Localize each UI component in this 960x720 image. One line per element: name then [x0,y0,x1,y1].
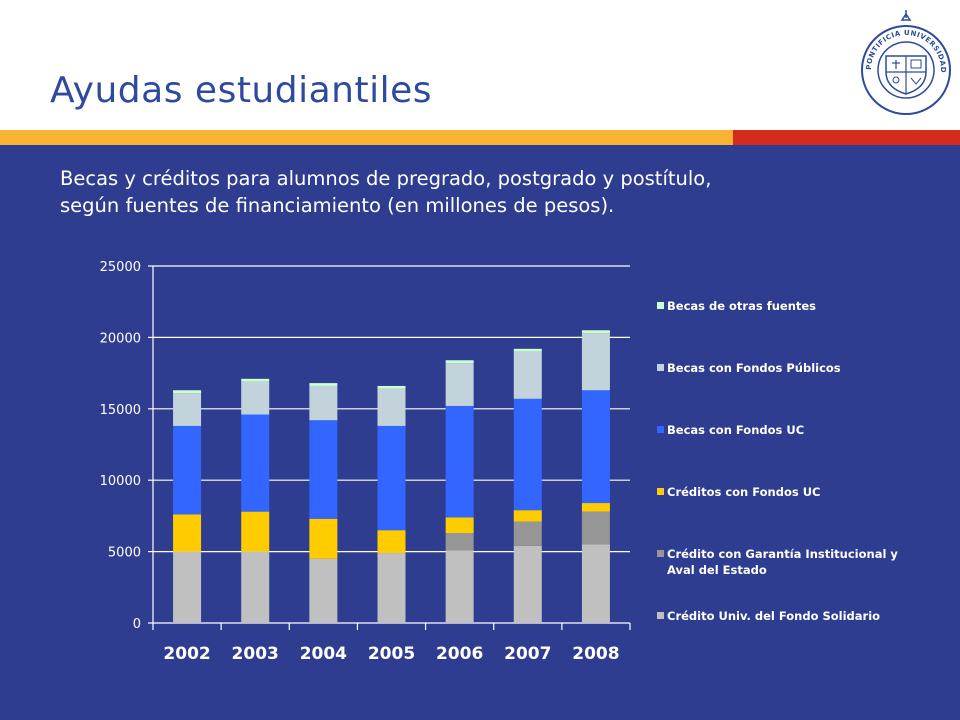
bar-segment [445,363,474,406]
subtitle-line: según fuentes de financiamiento (en mill… [60,194,615,217]
bar-segment [445,533,474,551]
legend-label: Becas con Fondos Públicos [667,361,841,375]
legend-swatch [657,612,664,619]
y-tick-label: 0 [133,617,141,632]
chart-bars [173,330,610,623]
bar-segment [377,530,406,554]
bar-segment [241,414,270,512]
y-tick-label: 20000 [100,331,141,346]
legend-label: Becas de otras fuentes [667,299,816,313]
bar-segment [377,385,406,389]
page-title: Ayudas estudiantiles [50,70,433,111]
bar-segment [377,388,406,426]
y-tick-label: 10000 [100,474,141,489]
bar-segment [581,503,610,512]
bar-segment [173,425,202,515]
bar-segment [309,420,338,519]
x-tick-label: 2008 [572,644,619,664]
legend-swatch [657,550,664,557]
content-area: Becas y créditos para alumnos de pregrad… [0,145,960,720]
legend-label: Créditos con Fondos UC [667,485,820,499]
header-bar: Ayudas estudiantiles PONTIFICIA UNIVERSI… [0,0,960,130]
bar-segment [309,383,338,386]
bar-segment [513,351,542,399]
bar-segment [445,517,474,534]
y-tick-label: 25000 [100,260,141,275]
legend-label: Becas con Fondos UC [667,423,804,437]
x-tick-label: 2002 [163,644,210,664]
bar-segment [173,514,202,552]
legend-swatch [657,488,664,495]
bar-segment [173,390,202,394]
subtitle: Becas y créditos para alumnos de pregrad… [60,165,930,219]
bar-segment [309,385,338,421]
bar-segment [445,360,474,364]
legend-label: Crédito Univ. del Fondo Solidario [667,609,880,623]
bar-segment [581,333,610,391]
bar-segment [241,378,270,382]
legend-label: Crédito con Garantía Institucional y Aval… [667,547,898,577]
bar-segment [377,425,406,531]
bar-segment [581,390,610,504]
accent-stripe-red [733,130,960,145]
bar-segment [241,551,270,623]
bar-segment [173,393,202,426]
bar-segment [513,398,542,511]
legend-swatch [657,302,664,309]
university-seal-icon: PONTIFICIA UNIVERSIDAD CATÓLICA DE CHILE [858,8,951,115]
x-tick-label: 2006 [436,644,483,664]
x-tick-label: 2003 [232,644,279,664]
bar-segment [581,330,610,334]
x-tick-label: 2005 [368,644,415,664]
bar-segment [513,521,542,546]
bar-segment [513,510,542,522]
bar-segment [309,558,338,623]
legend-swatch [657,426,664,433]
bar-segment [445,550,474,623]
x-tick-label: 2007 [504,644,551,664]
bar-segment [513,348,542,352]
y-tick-label: 5000 [108,546,141,561]
bar-segment [309,518,338,559]
bar-segment [241,511,270,552]
stacked-bar-chart: 0 5000 10000 15000 20000 25000 2002 2003 2004 200… [100,260,899,664]
subtitle-line: Becas y créditos para alumnos de pregrad… [60,167,712,190]
chart-axes: 0 5000 10000 15000 20000 25000 2002 2003 2004 200… [100,260,631,664]
y-tick-label: 15000 [100,403,141,418]
bar-segment [241,381,270,415]
legend-swatch [657,364,664,371]
bar-segment [513,545,542,623]
x-tick-label: 2004 [300,644,347,664]
bar-segment [377,553,406,623]
bar-segment [581,544,610,623]
chart-legend: Becas de otras fuentes Becas con Fondos P… [657,299,898,623]
accent-stripe-yellow [0,130,733,145]
bar-segment [581,511,610,545]
bar-segment [445,405,474,518]
bar-segment [173,551,202,623]
